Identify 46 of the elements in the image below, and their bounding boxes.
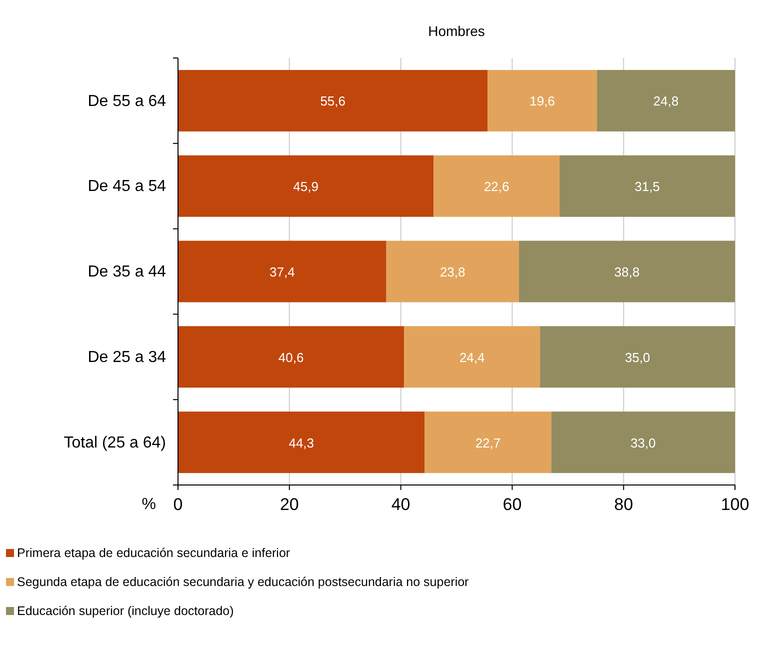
x-tick-label: 40 [391, 495, 410, 514]
y-tick-label: Total (25 a 64) [64, 434, 166, 452]
legend-label: Segunda etapa de educación secundaria y educación postsecundaria no superior [17, 575, 469, 589]
x-axis-title: % [142, 496, 156, 513]
legend-label: Primera etapa de educación secundaria e inferior [17, 546, 290, 560]
legend-label: Educación superior (incluye doctorado) [17, 604, 234, 618]
bar [386, 240, 519, 302]
data-label: 24,8 [653, 94, 679, 109]
bar [540, 326, 735, 388]
bar [434, 155, 560, 217]
bar [178, 412, 425, 474]
bar [178, 326, 404, 388]
x-tick-label: 0 [173, 495, 183, 514]
chart-title: Hombres [428, 23, 485, 39]
data-label: 19,6 [530, 94, 555, 109]
x-tick-label: 60 [502, 495, 522, 514]
data-label: 22,7 [475, 435, 501, 450]
bar [424, 412, 552, 474]
data-label: 33,0 [630, 435, 656, 450]
bar [178, 155, 434, 217]
y-tick-label: De 35 a 44 [88, 264, 166, 281]
bar [488, 70, 597, 132]
data-label: 45,9 [293, 179, 318, 194]
data-label: 24,4 [459, 350, 485, 365]
y-tick-label: De 55 a 64 [88, 92, 166, 110]
data-label: 44,3 [288, 435, 314, 450]
data-label: 23,8 [440, 264, 466, 280]
data-label: 40,6 [278, 350, 304, 365]
bar [551, 412, 735, 474]
y-tick-label: De 25 a 34 [88, 349, 166, 366]
data-label: 35,0 [624, 350, 650, 365]
y-tick-label: De 45 a 54 [88, 178, 166, 196]
bar [404, 326, 540, 388]
bar [518, 240, 735, 302]
bar [178, 240, 386, 302]
bar [560, 155, 735, 217]
x-tick-label: 20 [280, 495, 299, 514]
data-label: 31,5 [634, 179, 660, 194]
bar [178, 70, 488, 132]
x-tick-label: 80 [614, 495, 634, 514]
data-label: 22,6 [484, 179, 510, 194]
x-tick-label: 100 [720, 495, 750, 514]
data-label: 38,8 [614, 264, 640, 280]
data-label: 55,6 [320, 94, 346, 109]
bar [596, 70, 735, 132]
data-label: 37,4 [270, 264, 295, 280]
